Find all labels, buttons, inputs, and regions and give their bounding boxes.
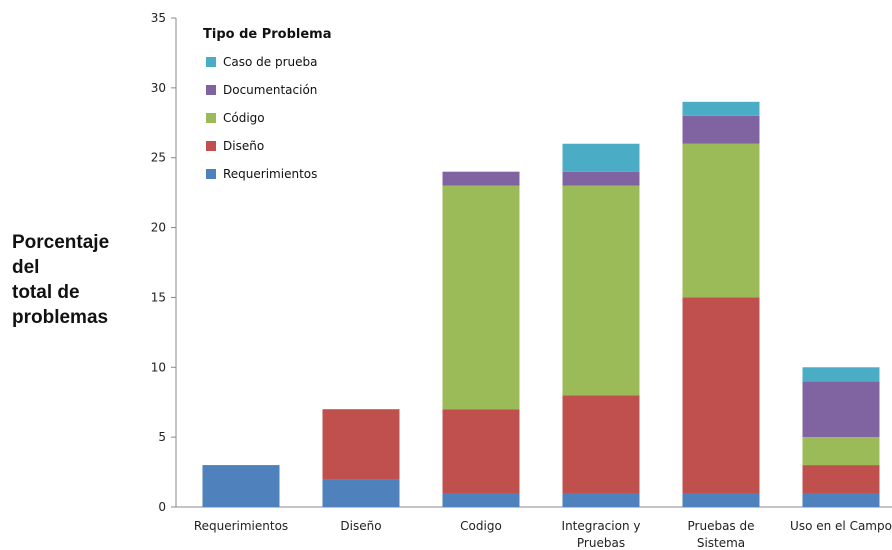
y-axis-ticks: 0 5 10 15 20 25 30 35 (151, 11, 176, 514)
y-axis-label-line: Porcentaje (12, 232, 109, 253)
bar-segment (442, 171, 520, 186)
bar-segment (682, 297, 760, 494)
legend-item: Requerimientos (223, 167, 317, 181)
legend-swatch (206, 85, 216, 95)
bar-segment (682, 143, 760, 298)
bar-segment (442, 409, 520, 494)
bar-segment (802, 381, 880, 438)
bar-segment (562, 185, 640, 396)
x-category-label: Pruebas (577, 536, 625, 550)
x-category-label: Codigo (460, 519, 502, 533)
bars (202, 101, 880, 507)
y-tick-label: 25 (151, 151, 166, 165)
bar-segment (322, 409, 400, 480)
legend-swatch (206, 113, 216, 123)
x-category-label: Diseño (340, 519, 381, 533)
y-axis-label-line: del (12, 257, 39, 278)
bar-segment (682, 493, 760, 507)
y-axis-label-line: total de (12, 282, 80, 303)
bar-segment (322, 479, 400, 507)
x-category-label: Requerimientos (194, 519, 288, 533)
legend-title: Tipo de Problema (203, 27, 332, 42)
bar-segment (562, 395, 640, 494)
x-category-label: Pruebas de (688, 519, 755, 533)
bar-segment (802, 437, 880, 466)
x-category-label: Sistema (697, 536, 745, 550)
y-tick-label: 10 (151, 360, 166, 374)
bar-segment (442, 493, 520, 507)
bar-segment (442, 185, 520, 410)
legend-item: Código (223, 111, 265, 125)
axes (175, 18, 892, 508)
bar-segment (682, 115, 760, 144)
legend-swatch (206, 57, 216, 67)
legend-item: Diseño (223, 139, 264, 153)
legend-item: Documentación (223, 83, 317, 97)
bar-segment (802, 367, 880, 382)
y-tick-label: 30 (151, 81, 166, 95)
y-tick-label: 0 (158, 500, 166, 514)
legend: Tipo de Problema Caso de prueba Documentac… (203, 27, 332, 181)
bar-segment (562, 171, 640, 186)
legend-swatch (206, 141, 216, 151)
y-axis-label-line: problemas (12, 307, 108, 328)
x-category-label: Uso en el Campo (790, 519, 892, 533)
bar-segment (682, 101, 760, 116)
x-axis-category-labels: Requerimientos Diseño Codigo Integracion y P… (194, 519, 892, 550)
bar-segment (802, 465, 880, 494)
y-tick-label: 35 (151, 11, 166, 25)
y-tick-label: 15 (151, 290, 166, 304)
bar-segment (802, 493, 880, 507)
bar-segment (202, 465, 280, 507)
legend-item: Caso de prueba (223, 55, 317, 69)
y-tick-label: 5 (158, 430, 166, 444)
x-category-label: Integracion y (562, 519, 641, 533)
y-axis-label: Porcentaje del total de problemas (12, 232, 109, 328)
bar-segment (562, 143, 640, 172)
legend-swatch (206, 169, 216, 179)
y-tick-label: 20 (151, 221, 166, 235)
bar-segment (562, 493, 640, 507)
